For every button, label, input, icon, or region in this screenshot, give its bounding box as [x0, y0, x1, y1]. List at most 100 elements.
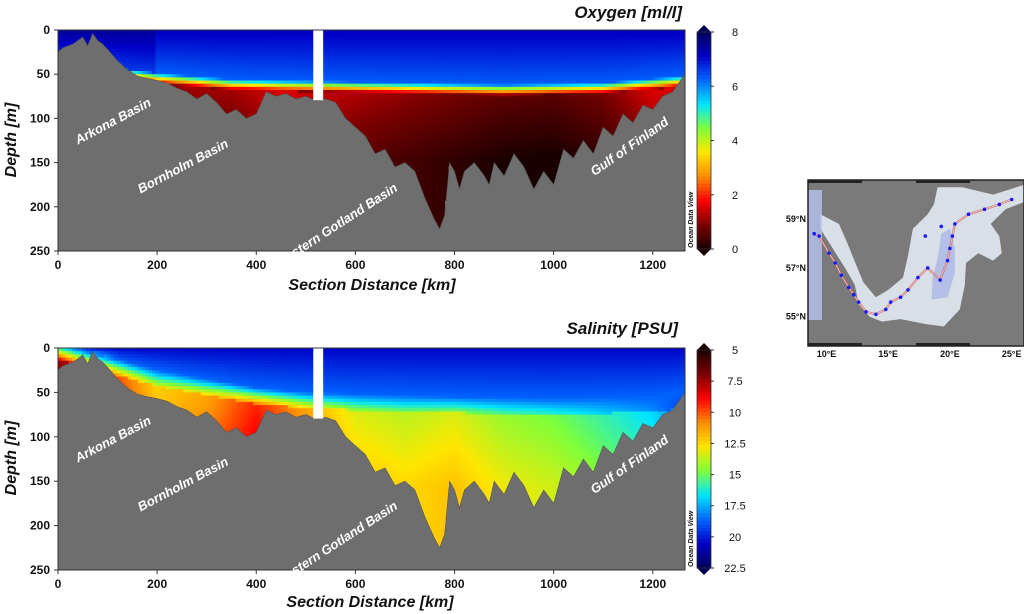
ox-cell [510, 30, 515, 34]
ox-cell [601, 93, 606, 97]
ox-cell [340, 105, 345, 110]
ox-cell [287, 52, 292, 56]
ox-cell [354, 45, 359, 50]
ox-cell [542, 156, 547, 161]
ox-cell [479, 64, 484, 69]
ox-cell [165, 48, 171, 53]
ox-cell [357, 42, 362, 47]
ox-cell [420, 86, 425, 91]
ox-cell [392, 86, 397, 91]
ox-cell [218, 52, 223, 56]
ox-cell [465, 127, 470, 132]
ox-cell [444, 48, 449, 53]
ox-cell [235, 74, 240, 78]
ox-cell [597, 61, 602, 66]
ox-cell [301, 67, 306, 72]
ox-cell [301, 33, 306, 37]
ox-cell [242, 83, 247, 88]
ox-cell [455, 175, 460, 179]
ox-cell [451, 45, 456, 50]
ox-cell [594, 45, 599, 50]
ox-cell [556, 58, 561, 63]
ox-cell [538, 153, 543, 157]
ox-cell [430, 206, 435, 211]
ox-cell [228, 39, 233, 44]
ox-cell [357, 96, 362, 101]
ox-cell [462, 162, 467, 167]
ox-cell [260, 48, 265, 53]
ox-cell [214, 93, 219, 97]
ox-cell [482, 149, 488, 154]
ox-cell [141, 61, 146, 66]
ox-cell [374, 105, 380, 110]
ox-cell [455, 115, 460, 119]
ox-cell [531, 67, 536, 72]
ox-cell [406, 36, 411, 41]
ox-cell [618, 112, 623, 116]
ox-cell [395, 77, 400, 82]
ox-cell [127, 45, 132, 50]
ox-cell [566, 99, 571, 104]
ox-cell [521, 80, 526, 85]
ox-cell [228, 96, 233, 101]
ox-cell [413, 52, 418, 56]
ox-cell [225, 86, 230, 91]
ox-cell [556, 77, 561, 82]
ox-cell [521, 146, 526, 151]
ox-cell [364, 83, 369, 88]
ox-cell [601, 108, 606, 113]
ox-cell [267, 39, 272, 44]
ox-cell [333, 67, 338, 72]
ox-cell [420, 115, 425, 119]
ox-cell [267, 89, 272, 94]
ox-cell [273, 64, 279, 69]
ox-cell [113, 30, 118, 34]
ox-cell [416, 112, 421, 116]
ox-cell [420, 74, 425, 78]
ox-cell [169, 67, 174, 72]
ox-cell [587, 96, 592, 101]
ox-cell [510, 153, 515, 157]
ox-cell [577, 89, 582, 94]
ox-cell [197, 30, 202, 34]
ox-cell [176, 67, 181, 72]
ox-cell [566, 89, 571, 94]
ox-cell [528, 115, 533, 119]
ox-cell [538, 99, 543, 104]
ox-cell [611, 61, 616, 66]
ox-cell [570, 30, 575, 34]
ox-cell [618, 105, 623, 110]
ox-cell [479, 153, 484, 157]
ox-cell [430, 187, 435, 192]
ox-cell [287, 67, 292, 72]
ox-cell [138, 36, 143, 41]
ox-cell [186, 64, 191, 69]
ox-cell [489, 96, 495, 101]
ox-cell [430, 149, 435, 154]
ox-cell [583, 93, 589, 97]
ox-cell [489, 99, 495, 104]
ox-cell [423, 77, 428, 82]
ox-cell [267, 30, 272, 34]
ox-cell [190, 55, 195, 60]
ox-cell [479, 86, 484, 91]
ox-cell [482, 131, 488, 135]
ox-cell [549, 159, 554, 164]
ox-cell [465, 115, 470, 119]
ox-cell [528, 61, 533, 66]
ox-cell [423, 168, 428, 173]
ox-cell [538, 162, 543, 167]
ox-cell [601, 48, 606, 53]
ox-cell [423, 61, 428, 66]
ox-cell [232, 105, 237, 110]
ox-cell [465, 108, 470, 113]
ox-cell [378, 80, 383, 85]
ox-cell [193, 45, 198, 50]
ox-cell [176, 42, 181, 47]
ox-cell [200, 48, 205, 53]
ox-cell [193, 39, 198, 44]
ox-cell [381, 89, 387, 94]
ox-cell [416, 165, 421, 170]
ox-cell [524, 83, 529, 88]
ox-cell [413, 143, 418, 148]
